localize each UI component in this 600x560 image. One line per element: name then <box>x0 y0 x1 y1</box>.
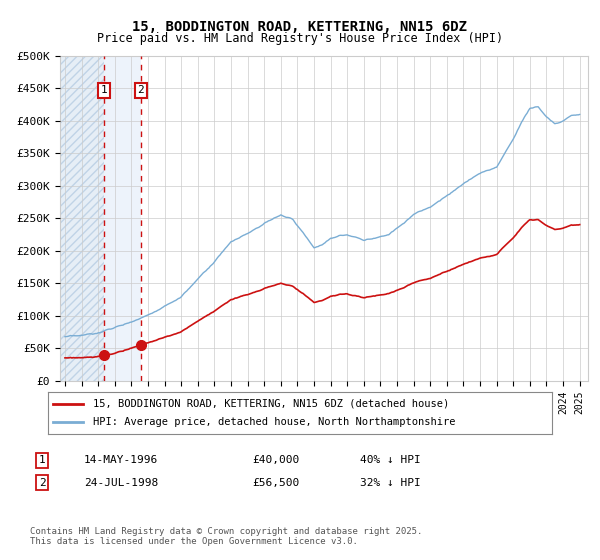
Text: 2: 2 <box>137 86 144 95</box>
Text: 32% ↓ HPI: 32% ↓ HPI <box>360 478 421 488</box>
Text: 1: 1 <box>38 455 46 465</box>
Text: 24-JUL-1998: 24-JUL-1998 <box>84 478 158 488</box>
Text: 40% ↓ HPI: 40% ↓ HPI <box>360 455 421 465</box>
Bar <box>60 56 104 381</box>
Text: Contains HM Land Registry data © Crown copyright and database right 2025.
This d: Contains HM Land Registry data © Crown c… <box>30 526 422 546</box>
Text: HPI: Average price, detached house, North Northamptonshire: HPI: Average price, detached house, Nort… <box>94 417 456 427</box>
Text: £40,000: £40,000 <box>252 455 299 465</box>
Text: 1: 1 <box>101 86 108 95</box>
Text: 15, BODDINGTON ROAD, KETTERING, NN15 6DZ: 15, BODDINGTON ROAD, KETTERING, NN15 6DZ <box>133 20 467 34</box>
Text: Price paid vs. HM Land Registry's House Price Index (HPI): Price paid vs. HM Land Registry's House … <box>97 32 503 45</box>
Text: 15, BODDINGTON ROAD, KETTERING, NN15 6DZ (detached house): 15, BODDINGTON ROAD, KETTERING, NN15 6DZ… <box>94 399 449 409</box>
Text: £56,500: £56,500 <box>252 478 299 488</box>
Text: 2: 2 <box>38 478 46 488</box>
Text: 14-MAY-1996: 14-MAY-1996 <box>84 455 158 465</box>
Bar <box>104 56 140 381</box>
